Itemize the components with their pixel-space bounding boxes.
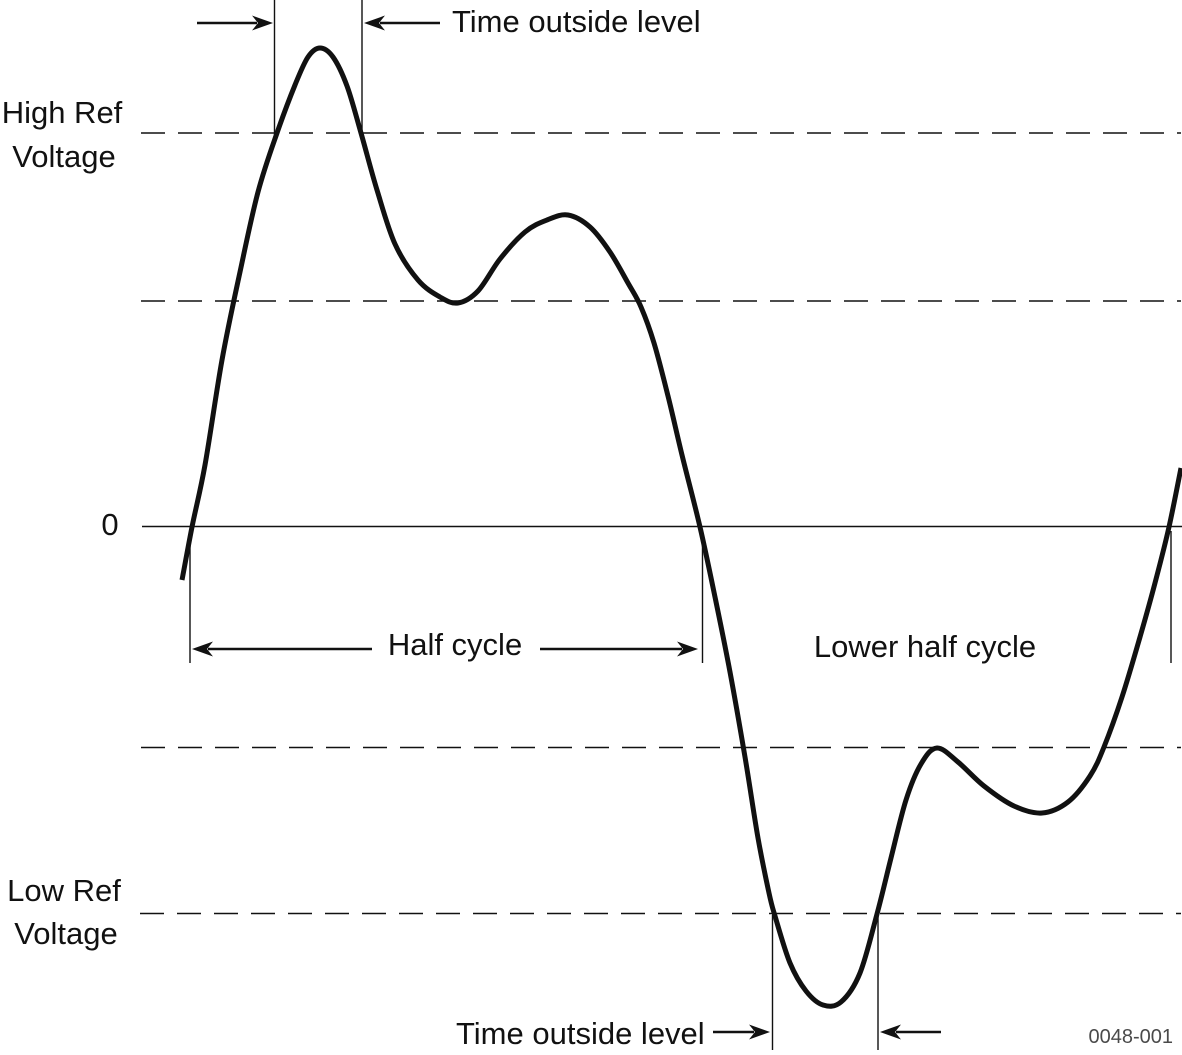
top-left-arrow-head [252, 15, 273, 31]
top-right-arrow [364, 15, 440, 31]
waveform [179, 45, 1182, 1009]
waveform-curve [179, 45, 1182, 1009]
bottom-right-arrow [880, 1024, 941, 1040]
bottom-left-arrow-head [749, 1024, 770, 1040]
bottom-right-arrow-head [880, 1024, 901, 1040]
reference-levels [140, 132, 1182, 915]
half-cycle-right-arrow [540, 641, 698, 657]
time-outside-level-top-label: Time outside level [452, 4, 701, 39]
figure-number: 0048-001 [1088, 1026, 1173, 1048]
top-left-arrow [197, 15, 273, 31]
half-cycle-left-arrow [192, 641, 372, 657]
low-ref-voltage-label-line2: Voltage [14, 916, 117, 951]
low-ref-voltage-label-line1: Low Ref [7, 873, 121, 908]
boundary-ticks [189, 0, 1172, 1050]
arrows [192, 15, 941, 1040]
zero-level-label: 0 [101, 507, 118, 542]
lower-half-cycle-label: Lower half cycle [814, 629, 1036, 664]
half-cycle-right-arrow-head [677, 641, 698, 657]
high-ref-voltage-label-line2: Voltage [12, 139, 115, 174]
top-right-arrow-head [364, 15, 385, 31]
diagram-labels: High Ref Voltage 0 Low Ref Voltage Time … [2, 4, 1173, 1051]
bottom-left-arrow [713, 1024, 770, 1040]
time-outside-level-bottom-label: Time outside level [456, 1016, 705, 1051]
high-ref-voltage-label-line1: High Ref [2, 95, 123, 130]
half-cycle-label: Half cycle [388, 627, 522, 662]
half-cycle-left-arrow-head [192, 641, 213, 657]
